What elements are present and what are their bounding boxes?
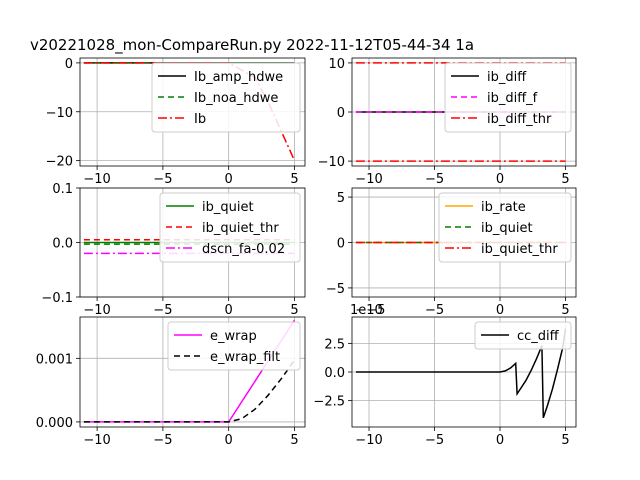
subplot-grid: −10 −5 0 50−10−20Ib_amp_hdweIb_noa_hdweIb−1… [36, 57, 577, 448]
legend: ib_diff ib_diff_f ib_diff_thr [444, 62, 572, 133]
legend-label: e_wrap [210, 329, 257, 344]
x-tick-label: −5 [425, 303, 444, 318]
subplot-6: −10 −5 0 5 2.5 0.0 −2.5 1e−5 cc_diff [313, 303, 577, 448]
x-tick-label: −10 [355, 433, 382, 448]
legend-box [438, 192, 572, 263]
x-tick-label: 0 [225, 303, 233, 318]
subplot-1: −10 −5 0 5 0 −10 −20 Ib_amp_hdwe Ib_noa_hdwe Ib [46, 57, 306, 187]
x-tick-label: 5 [561, 433, 569, 448]
y-tick-label: 0 [65, 57, 73, 72]
legend-box [167, 321, 301, 371]
legend-label: Ib_noa_hdwe [194, 91, 278, 106]
subplot-5: −10 −5 0 5 0.001 0.000 e_wrap e_wrap_filt [36, 316, 306, 448]
x-tick-label: 5 [290, 433, 298, 448]
x-tick-label: 5 [561, 303, 569, 318]
legend-label: ib_quiet_thr [481, 242, 558, 257]
series-line-cc_diff [355, 328, 567, 419]
x-tick-label: 0 [225, 172, 233, 187]
legend-label: ib_rate [481, 200, 526, 215]
axis-offset-label: 1e−5 [350, 303, 385, 318]
subplot-4: −10 −5 0 5 5 0 −5 ib_rate ib_quiet ib_quiet_thr [326, 187, 577, 318]
legend: Ib_amp_hdwe Ib_noa_hdwe Ib [151, 62, 301, 133]
y-tick-label: 0.0 [52, 237, 73, 252]
subplot-2: −10 −5 0 5 10 0 −10 ib_diff ib_diff_f ib_diff_thr [318, 57, 577, 187]
series-line-e_wrap_filt [83, 359, 296, 423]
axes-frame [351, 57, 577, 167]
y-tick-label: 0 [337, 237, 345, 252]
x-tick-label: 5 [561, 172, 569, 187]
legend: e_wrap e_wrap_filt [167, 321, 301, 371]
x-tick-label: 0 [496, 433, 504, 448]
x-tick-label: 0 [496, 172, 504, 187]
y-tick-label: 10 [328, 57, 345, 72]
x-tick-label: −10 [83, 172, 110, 187]
y-tick-label: 5 [337, 191, 345, 206]
x-tick-label: −5 [425, 433, 444, 448]
axes-frame [79, 316, 306, 428]
y-tick-label: 0 [337, 106, 345, 121]
legend-label: ib_diff_thr [487, 112, 552, 127]
legend-label: ib_diff_f [487, 91, 538, 106]
y-tick-label: 0.000 [36, 416, 73, 431]
x-tick-label: −10 [83, 433, 110, 448]
legend-box [159, 192, 301, 263]
x-tick-label: −5 [425, 172, 444, 187]
y-tick-label: 0.001 [36, 352, 73, 367]
x-tick-label: 5 [290, 303, 298, 318]
axes-frame [79, 187, 306, 298]
legend-label: e_wrap_filt [210, 350, 280, 365]
x-tick-label: 0 [496, 303, 504, 318]
x-tick-label: −10 [83, 303, 110, 318]
figure-title: v20221028_mon-CompareRun.py 2022-11-12T0… [30, 36, 474, 55]
subplot-3: −10 −5 0 5 0.1 0.0 −0.1 ib_quiet ib_quiet_thrdsc… [41, 182, 306, 318]
legend-label: Ib [194, 112, 206, 127]
legend-label: Ib_amp_hdwe [194, 70, 283, 85]
legend-label: ib_quiet [481, 221, 533, 236]
y-tick-label: −10 [46, 106, 73, 121]
axes-frame [79, 57, 306, 167]
y-tick-label: −0.1 [41, 291, 73, 306]
legend-label: ib_quiet [202, 200, 254, 215]
x-tick-label: −10 [355, 303, 382, 318]
legend-label: ib_quiet_thr [202, 221, 279, 236]
y-tick-label: 2.5 [324, 337, 345, 352]
y-tick-label: −5 [326, 282, 345, 297]
x-tick-label: −5 [153, 172, 172, 187]
y-tick-label: −10 [318, 155, 345, 170]
legend-box [444, 62, 572, 133]
axes-frame [351, 187, 577, 298]
y-tick-label: 0.0 [324, 366, 345, 381]
legend-box [151, 62, 301, 133]
x-tick-label: 0 [225, 433, 233, 448]
y-tick-label: 0.1 [52, 182, 73, 197]
legend-label: ib_diff [487, 70, 527, 85]
x-tick-label: −5 [153, 433, 172, 448]
axes-frame [351, 316, 577, 428]
y-tick-label: −2.5 [313, 395, 345, 410]
legend-label: dscn_fa-0.02 [202, 242, 285, 257]
legend: ib_quiet ib_quiet_thr dscn_fa-0.02 [159, 192, 301, 263]
legend: ib_rate ib_quiet ib_quiet_thr [438, 192, 572, 263]
x-tick-label: −5 [153, 303, 172, 318]
y-tick-label: −20 [46, 155, 73, 170]
legend-label: cc_diff [517, 329, 560, 344]
x-tick-label: 5 [290, 172, 298, 187]
legend: cc_diff [474, 321, 572, 350]
x-tick-label: −10 [355, 172, 382, 187]
legend-box [474, 321, 572, 350]
